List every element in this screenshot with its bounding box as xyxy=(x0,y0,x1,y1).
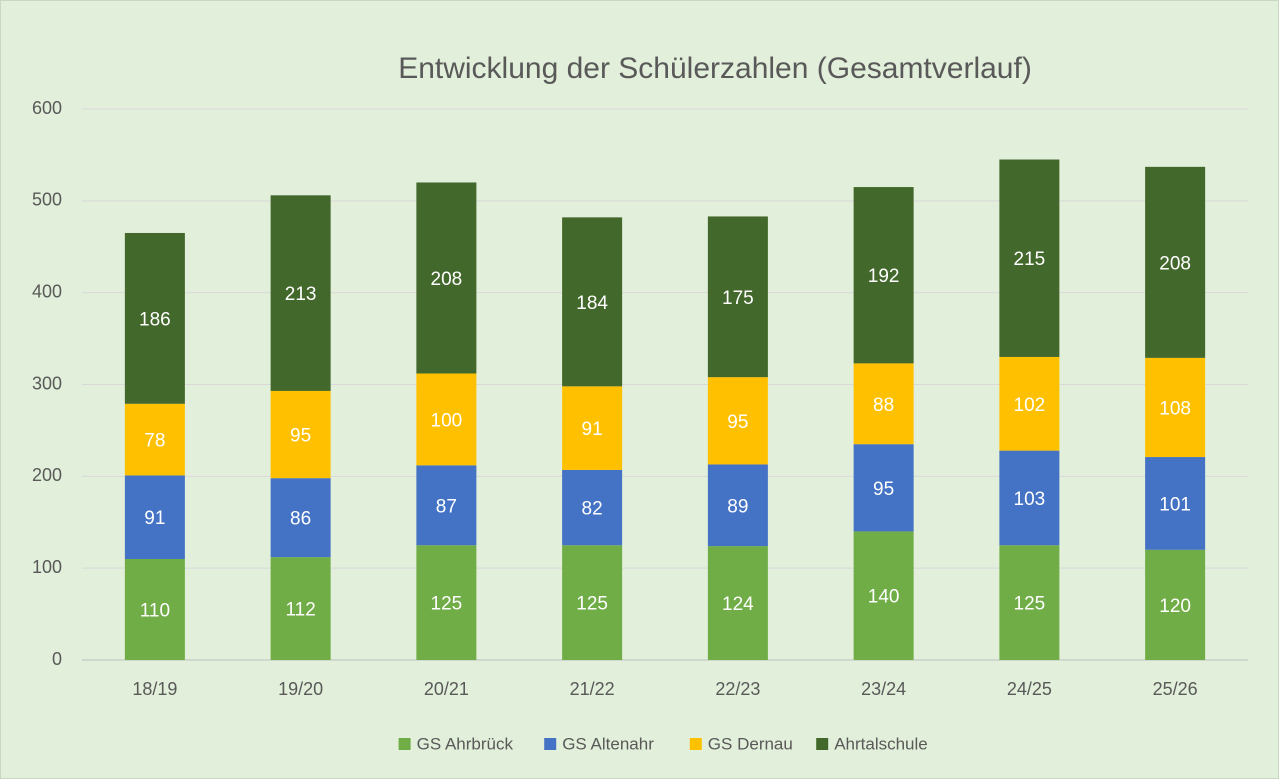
x-tick-label: 25/26 xyxy=(1153,679,1198,699)
legend-swatch xyxy=(544,738,557,750)
data-label: 175 xyxy=(722,288,754,309)
data-label: 184 xyxy=(576,293,608,314)
bar-segment xyxy=(1145,357,1206,458)
bar-segment xyxy=(562,386,623,470)
bar-segment xyxy=(270,557,331,660)
legend-swatch xyxy=(816,738,829,750)
data-label: 108 xyxy=(1159,398,1191,419)
data-label: 110 xyxy=(140,601,170,622)
data-label: 213 xyxy=(285,284,317,305)
y-tick-label: 300 xyxy=(32,373,62,393)
data-label: 88 xyxy=(873,395,894,416)
bar-segment xyxy=(707,216,768,378)
legend-swatch xyxy=(689,738,702,750)
x-tick-label: 20/21 xyxy=(424,679,469,699)
bar-segment xyxy=(124,475,185,559)
y-tick-label: 100 xyxy=(32,557,62,577)
data-label: 78 xyxy=(144,431,165,452)
data-label: 125 xyxy=(576,594,608,615)
bar-segment xyxy=(416,373,477,466)
data-label: 215 xyxy=(1014,249,1046,270)
bar-segment xyxy=(707,377,768,465)
data-label: 91 xyxy=(144,508,165,529)
bar-segment xyxy=(416,545,477,660)
data-label: 89 xyxy=(727,496,748,517)
bar-segment xyxy=(270,478,331,558)
chart-title: Entwicklung der Schülerzahlen (Gesamtver… xyxy=(398,52,1032,85)
x-tick-label: 21/22 xyxy=(570,679,615,699)
bar-segment xyxy=(416,465,477,546)
bar-segment xyxy=(707,546,768,660)
bar-segment xyxy=(999,356,1060,451)
y-tick-label: 400 xyxy=(32,281,62,301)
bar-segment xyxy=(1145,166,1206,358)
legend-swatch xyxy=(398,738,411,750)
y-tick-label: 200 xyxy=(32,465,62,485)
data-label: 95 xyxy=(873,479,894,500)
legend-label: GS Dernau xyxy=(708,734,793,753)
data-label: 112 xyxy=(285,600,315,621)
data-label: 100 xyxy=(431,410,463,431)
bar-segment xyxy=(999,450,1060,546)
bar-segment xyxy=(562,217,623,387)
y-tick-label: 500 xyxy=(32,190,62,210)
data-label: 120 xyxy=(1159,596,1191,617)
bar-segment xyxy=(853,363,914,445)
y-tick-label: 0 xyxy=(52,649,62,669)
data-label: 101 xyxy=(1159,494,1191,515)
data-label: 86 xyxy=(290,509,311,530)
data-label: 87 xyxy=(436,496,457,517)
bar-segment xyxy=(853,531,914,660)
data-label: 192 xyxy=(868,266,900,287)
bar-segment xyxy=(124,232,185,404)
bar-segment xyxy=(1145,457,1206,550)
bar-segment xyxy=(562,545,623,660)
bar-segment xyxy=(416,182,477,374)
data-label: 95 xyxy=(727,412,748,433)
x-tick-label: 24/25 xyxy=(1007,679,1052,699)
x-tick-label: 23/24 xyxy=(861,679,906,699)
bar-segment xyxy=(270,390,331,479)
data-label: 125 xyxy=(1014,594,1046,615)
data-label: 208 xyxy=(1159,253,1191,274)
data-label: 95 xyxy=(290,426,311,447)
legend-label: Ahrtalschule xyxy=(834,734,928,753)
bar-segment xyxy=(999,159,1060,357)
bar-segment xyxy=(124,558,185,660)
data-label: 82 xyxy=(582,499,603,520)
data-label: 103 xyxy=(1014,489,1046,510)
bar-segment xyxy=(124,403,185,476)
data-label: 208 xyxy=(431,269,463,290)
bar-segment xyxy=(270,195,331,391)
x-tick-label: 18/19 xyxy=(132,679,177,699)
bar-segment xyxy=(562,469,623,546)
data-label: 124 xyxy=(722,594,754,615)
data-label: 125 xyxy=(431,594,463,615)
data-label: 91 xyxy=(582,419,603,440)
bar-segment xyxy=(853,444,914,532)
x-tick-label: 19/20 xyxy=(278,679,323,699)
data-label: 140 xyxy=(868,587,900,608)
legend-label: GS Ahrbrück xyxy=(417,734,514,753)
bar-segment xyxy=(1145,549,1206,660)
legend-label: GS Altenahr xyxy=(562,734,654,753)
data-label: 102 xyxy=(1014,395,1046,416)
data-label: 186 xyxy=(139,309,171,330)
bar-segment xyxy=(999,545,1060,660)
y-tick-label: 600 xyxy=(32,98,62,118)
x-tick-label: 22/23 xyxy=(715,679,760,699)
bar-segment xyxy=(707,464,768,547)
bar-segment xyxy=(853,187,914,364)
